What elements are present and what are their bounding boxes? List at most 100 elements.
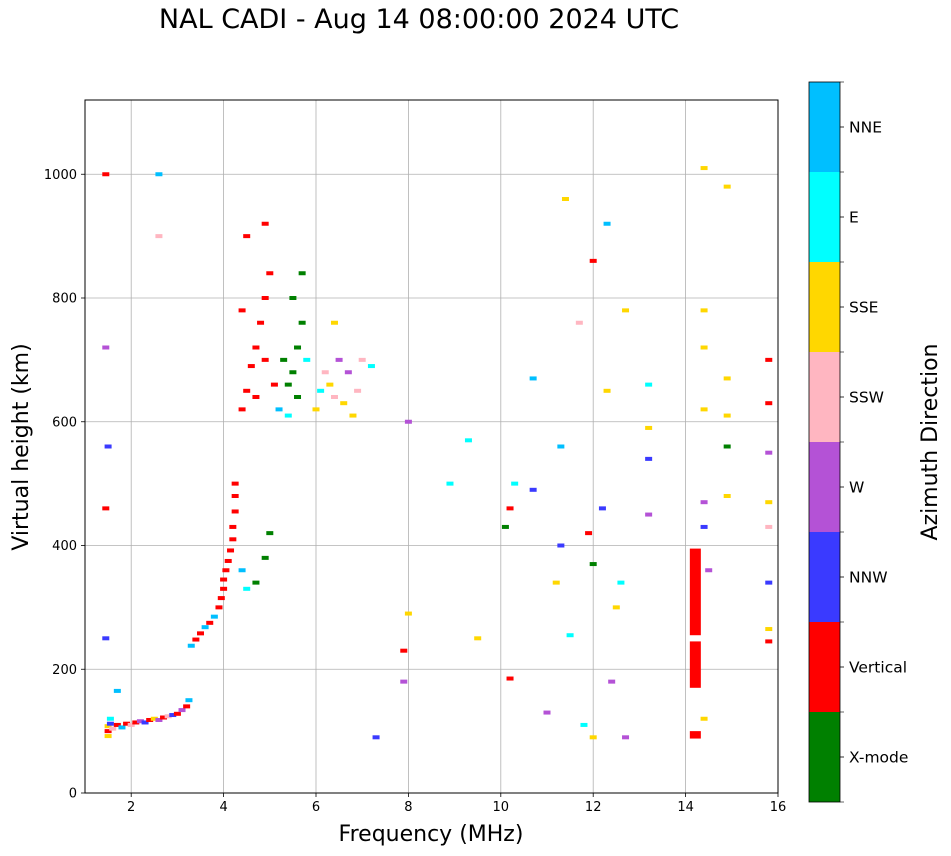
data-point-e xyxy=(284,413,292,418)
data-point-ssw xyxy=(321,370,329,375)
data-point-sse xyxy=(552,580,560,585)
data-point-vertical xyxy=(247,364,255,369)
data-point-sse xyxy=(312,407,320,412)
data-point-e xyxy=(645,382,653,387)
data-point-e xyxy=(106,716,114,721)
data-point-vertical xyxy=(257,320,265,325)
y-tick-label: 400 xyxy=(52,539,77,554)
data-point-w xyxy=(543,710,551,715)
data-point-sse xyxy=(700,407,708,412)
colorbar-label: Azimuth Direction xyxy=(918,343,943,540)
data-point-vertical xyxy=(229,537,237,542)
colorbar-label-vertical: Vertical xyxy=(849,659,907,677)
x-axis-label: Frequency (MHz) xyxy=(339,822,524,847)
data-point-vertical xyxy=(585,531,593,536)
data-point-vertical xyxy=(104,729,112,734)
data-point-w xyxy=(765,450,773,455)
data-point-nne xyxy=(557,444,565,449)
y-tick-label: 600 xyxy=(52,415,77,430)
data-point-x-mode xyxy=(284,382,292,387)
data-point-sse xyxy=(150,716,158,721)
data-point-vertical xyxy=(266,271,274,276)
data-band-vertical xyxy=(689,548,701,636)
colorbar: X-mode Vertical NNW W SSW SSE E NNE xyxy=(808,81,908,803)
colorbar-segment xyxy=(809,262,840,352)
y-axis-ticks: 0 200 400 600 800 1000 xyxy=(44,168,85,802)
data-point-sse xyxy=(104,734,112,739)
data-point-vertical xyxy=(261,296,269,300)
data-point-nne xyxy=(201,625,209,630)
data-point-sse xyxy=(404,611,412,616)
data-point-w xyxy=(705,568,713,573)
data-point-e xyxy=(617,580,625,585)
data-point-vertical xyxy=(765,401,773,406)
data-point-e xyxy=(580,722,588,727)
data-point-ssw xyxy=(330,395,338,399)
data-point-sse xyxy=(700,716,708,721)
data-point-ssw xyxy=(765,524,773,529)
data-point-sse xyxy=(349,413,357,418)
colorbar-label-nne: NNE xyxy=(849,119,882,137)
data-point-e xyxy=(367,364,375,369)
data-point-vertical xyxy=(173,711,181,716)
data-point-vertical xyxy=(227,548,235,553)
x-tick-label: 10 xyxy=(493,800,510,815)
data-point-x-mode xyxy=(280,357,288,362)
data-point-ssw xyxy=(354,388,362,393)
data-point-vertical xyxy=(261,357,269,362)
data-point-x-mode xyxy=(501,524,509,529)
data-point-vertical xyxy=(183,704,191,709)
y-tick-label: 1000 xyxy=(44,168,77,183)
data-point-e xyxy=(243,586,251,591)
x-tick-label: 16 xyxy=(770,800,787,815)
data-point-x-mode xyxy=(723,444,731,449)
data-point-w xyxy=(155,717,163,722)
data-point-e xyxy=(446,481,454,486)
data-point-nnw xyxy=(557,543,565,548)
data-point-w xyxy=(622,735,630,740)
data-point-nne xyxy=(113,688,121,693)
data-point-vertical xyxy=(197,631,204,636)
data-point-sse xyxy=(723,376,731,381)
data-point-w xyxy=(136,719,144,724)
colorbar-label-x-mode: X-mode xyxy=(849,749,908,767)
colorbar-segment xyxy=(809,712,840,802)
data-point-e xyxy=(464,438,472,443)
data-point-nne xyxy=(185,698,193,703)
data-point-nnw xyxy=(102,636,110,641)
data-point-vertical xyxy=(146,717,154,722)
data-point-nne xyxy=(118,725,126,730)
data-point-vertical xyxy=(506,506,514,511)
y-tick-label: 200 xyxy=(52,663,77,678)
x-tick-label: 2 xyxy=(127,800,135,815)
data-point-vertical xyxy=(238,308,246,313)
data-point-vertical xyxy=(123,721,131,726)
data-point-sse xyxy=(723,494,731,498)
x-tick-label: 4 xyxy=(219,800,227,815)
data-point-sse xyxy=(622,308,630,313)
data-point-nnw xyxy=(106,721,114,726)
colorbar-frame xyxy=(808,81,841,803)
data-point-x-mode xyxy=(294,345,302,350)
data-point-x-mode xyxy=(298,271,306,276)
data-point-sse xyxy=(700,308,708,313)
data-point-ssw xyxy=(155,234,163,239)
data-band-vertical xyxy=(689,731,701,739)
data-point-e xyxy=(317,388,325,393)
data-point-w xyxy=(404,419,412,424)
x-tick-label: 12 xyxy=(585,800,602,815)
data-point-sse xyxy=(330,320,338,325)
data-point-nne xyxy=(187,643,195,648)
data-point-w xyxy=(400,679,408,684)
y-axis-label: Virtual height (km) xyxy=(9,343,34,550)
data-point-vertical xyxy=(215,605,223,610)
data-point-nnw xyxy=(598,506,606,511)
data-point-w xyxy=(178,708,186,713)
data-point-x-mode xyxy=(589,562,597,567)
data-point-nne xyxy=(238,568,246,573)
data-point-vertical xyxy=(238,407,246,412)
data-point-sse xyxy=(723,184,731,189)
data-point-x-mode xyxy=(252,580,260,585)
colorbar-segment xyxy=(809,622,840,712)
